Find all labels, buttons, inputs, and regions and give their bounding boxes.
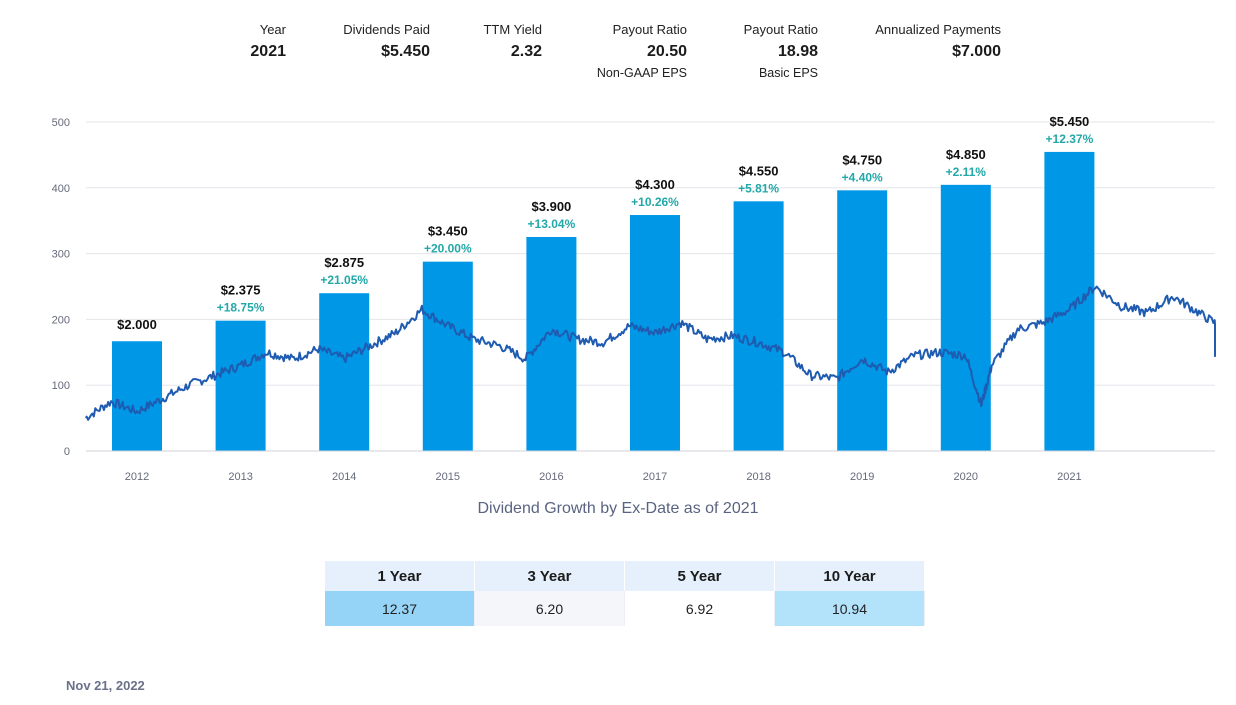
dividend-chart: 0 100 200 300 400 500 $2.000 $2.375 +18.75% $2.87… [52, 114, 1216, 483]
x-tick-label: 2019 [850, 471, 874, 483]
stat-label: Dividends Paid [343, 22, 430, 37]
bar-value-label: $2.875 [324, 255, 364, 270]
x-tick-label: 2013 [228, 471, 252, 483]
stat-sublabel: Basic EPS [758, 66, 818, 80]
stat-value: 18.98 [777, 43, 818, 60]
stat-value: $7.000 [952, 43, 1001, 60]
bar-value-label: $5.450 [1050, 114, 1090, 129]
x-tick-label: 2020 [954, 471, 978, 483]
stat-value: 2.32 [510, 43, 542, 60]
y-tick-label: 200 [52, 314, 70, 326]
bar [940, 184, 991, 451]
bar-growth-label: +12.37% [1046, 132, 1094, 146]
bar-value-label: $4.850 [946, 147, 986, 162]
x-tick-label: 2012 [125, 471, 149, 483]
bar [112, 341, 162, 451]
x-tick-label: 2017 [643, 471, 667, 483]
growth-table-header-row: 1 Year 3 Year 5 Year 10 Year [325, 561, 925, 591]
y-tick-label: 300 [52, 249, 70, 261]
bar-value-label: $3.450 [428, 224, 468, 239]
x-tick-label: 2016 [539, 471, 563, 483]
bar-value-label: $4.750 [842, 152, 882, 167]
stat-value: 20.50 [646, 43, 687, 60]
bar-value-label: $2.000 [117, 317, 157, 332]
bar-growth-label: +18.75% [217, 301, 265, 315]
y-tick-label: 0 [64, 446, 70, 458]
stat-label: Payout Ratio [612, 22, 687, 37]
bar-value-label: $2.375 [221, 283, 261, 298]
growth-table-row: 12.37 6.20 6.92 10.94 [325, 591, 925, 626]
x-tick-label: 2015 [436, 471, 460, 483]
stat-annualized-payments: Annualized Payments $7.000 [875, 20, 1001, 64]
as-of-date: Nov 21, 2022 [66, 678, 145, 693]
stat-label: TTM Yield [483, 22, 542, 37]
chart-caption: Dividend Growth by Ex-Date as of 2021 [477, 500, 759, 517]
bar [1044, 151, 1095, 451]
x-tick-label: 2018 [746, 471, 770, 483]
growth-header-10y: 10 Year [774, 561, 925, 591]
bar-growth-label: +13.04% [528, 217, 576, 231]
x-tick-label: 2021 [1057, 471, 1081, 483]
growth-value-10y: 10.94 [774, 591, 925, 626]
stat-payout-ratio-basic: Payout Ratio 18.98 Basic EPS [744, 20, 818, 82]
stat-label: Year [259, 22, 286, 37]
stat-year: Year 2021 [250, 20, 286, 64]
price-line [85, 285, 1216, 421]
bar-growth-label: +2.11% [946, 165, 987, 179]
bar [319, 293, 370, 451]
stat-label: Payout Ratio [743, 22, 818, 37]
bar [215, 320, 266, 451]
bar [837, 190, 888, 451]
summary-stats: Year 2021 Dividends Paid $5.450 TTM Yiel… [0, 20, 1236, 90]
bar-value-label: $4.300 [635, 177, 675, 192]
stat-value: 2021 [250, 43, 286, 60]
bar-growth-label: +21.05% [320, 273, 368, 287]
bar [733, 201, 784, 451]
growth-header-5y: 5 Year [624, 561, 775, 591]
stat-label: Annualized Payments [875, 22, 1001, 37]
y-tick-label: 400 [52, 183, 70, 195]
growth-table: 1 Year 3 Year 5 Year 10 Year 12.37 6.20 … [325, 561, 925, 626]
bar-growth-label: +5.81% [738, 181, 779, 195]
stat-payout-ratio-nongaap: Payout Ratio 20.50 Non-GAAP EPS [597, 20, 687, 82]
stat-sublabel: Non-GAAP EPS [596, 66, 687, 80]
bar-value-label: $3.900 [532, 199, 572, 214]
x-tick-label: 2014 [332, 471, 356, 483]
stat-value: $5.450 [381, 43, 430, 60]
stat-ttm-yield: TTM Yield 2.32 [483, 20, 542, 64]
growth-value-1y: 12.37 [325, 591, 475, 626]
growth-header-3y: 3 Year [474, 561, 625, 591]
y-tick-label: 500 [52, 117, 70, 129]
y-tick-label: 100 [52, 380, 70, 392]
growth-header-1y: 1 Year [325, 561, 475, 591]
bar [526, 236, 577, 451]
bar-growth-label: +10.26% [631, 195, 679, 209]
bar-value-label: $4.550 [739, 163, 779, 178]
bar-growth-label: +4.40% [842, 170, 883, 184]
bar [422, 261, 473, 451]
growth-value-5y: 6.92 [624, 591, 775, 626]
bar-growth-label: +20.00% [424, 242, 472, 256]
stat-dividends-paid: Dividends Paid $5.450 [343, 20, 430, 64]
growth-value-3y: 6.20 [474, 591, 625, 626]
